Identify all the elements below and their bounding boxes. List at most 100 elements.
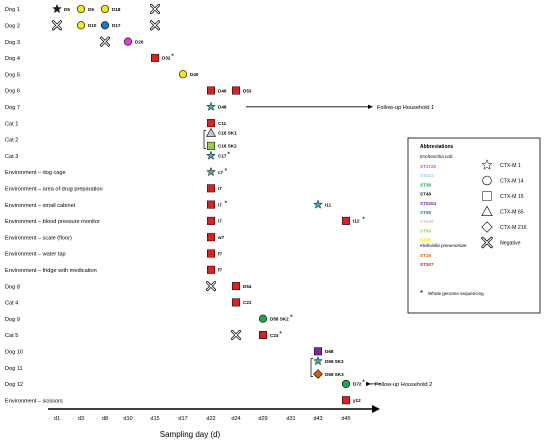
wgs-asterisk: * xyxy=(362,215,365,224)
circle-marker-icon xyxy=(258,314,268,323)
x-tick-label: d10 xyxy=(123,416,132,422)
row-label: Cat 5 xyxy=(5,333,18,339)
timeline-row: Dog 2 D10 D17 xyxy=(5,20,161,31)
wgs-asterisk: * xyxy=(171,52,174,61)
isolate-tag: D72 xyxy=(353,382,362,387)
wgs-asterisk: * xyxy=(290,313,293,322)
circle-marker-icon xyxy=(76,21,86,30)
x-tick-label: d1 xyxy=(54,416,60,422)
square-marker-icon xyxy=(207,233,215,242)
row-label: Dog 5 xyxy=(5,72,20,78)
legend-negative-cross-icon xyxy=(481,236,493,249)
timeline-row: Dog 3 D20 xyxy=(5,36,144,47)
x-tick-label: d8 xyxy=(102,416,108,422)
isolate-tag: i7 xyxy=(218,202,222,207)
row-label: Cat 2 xyxy=(5,138,18,144)
isolate-tag: D58 SK2 xyxy=(270,317,289,322)
circle-marker-icon xyxy=(100,21,110,30)
legend-square-icon xyxy=(482,191,492,201)
wgs-asterisk: * xyxy=(279,329,282,338)
isolate-tag: D69 SK3 xyxy=(325,372,344,377)
timeline-row: Cat 3 C17 * xyxy=(5,150,230,160)
timeline-row: Dog 8 D54 xyxy=(5,281,252,292)
isolate-tag: D46 xyxy=(218,88,227,93)
x-tick-label: d15 xyxy=(150,416,159,422)
circle-marker-icon xyxy=(76,4,86,14)
wgs-asterisk: * xyxy=(362,378,365,387)
legend-symbol-label: CTX-M 216 xyxy=(500,225,527,231)
x-tick-label: d22 xyxy=(206,416,215,422)
timeline-row: Cat 5 C23 * xyxy=(5,329,282,341)
wgs-asterisk: * xyxy=(224,166,227,175)
row-label: Dog 4 xyxy=(5,56,20,62)
timeline-row: Environment – scissors y12 xyxy=(5,396,361,404)
square-marker-icon xyxy=(259,331,267,339)
row-label: Cat 4 xyxy=(5,301,18,307)
x-tick-label: d31 xyxy=(286,416,295,422)
legend-ecoli-type: ST1722 xyxy=(420,164,437,169)
timeline-row: Environment – blood pressure monitor i7 i1… xyxy=(5,215,365,225)
timeline-row: Environment – scale (floor) w7 xyxy=(5,233,225,241)
isolate-tag: y12 xyxy=(353,398,361,403)
star-marker-icon xyxy=(313,199,323,209)
followup-label: Follow-up Household 1 xyxy=(377,105,434,111)
legend: Abbreviations Escherichia coli: Klebsiel… xyxy=(407,137,541,314)
legend-ecoli-title: Escherichia coli: xyxy=(420,154,454,159)
row-label: Dog 3 xyxy=(5,40,20,46)
timeline-row: Dog 6 D46 D53 xyxy=(5,86,252,95)
timeline-row: Environment – fridge with medication f7 xyxy=(5,265,223,274)
row-label: Dog 12 xyxy=(5,382,23,388)
timeline-row: Dog 11 D69 SK2 D69 SK3 xyxy=(5,355,344,379)
wgs-asterisk: * xyxy=(227,150,230,159)
negative-cross-marker-icon xyxy=(149,20,161,31)
row-label: Environment – scale (floor) xyxy=(5,235,72,241)
timeline-row: Dog 9 D58 SK2 * xyxy=(5,313,293,323)
legend-kp-title: Klebsiella pneumoniae: xyxy=(420,243,468,248)
legend-symbol-label: CTX-M 15 xyxy=(500,194,524,200)
legend-ecoli-type: ST224 xyxy=(420,173,434,178)
legend-diamond-icon xyxy=(481,221,493,233)
isolate-tag: D10 xyxy=(88,23,97,28)
legend-symbol-label: CTX-M 1 xyxy=(500,163,521,169)
isolate-tag: C23 xyxy=(270,333,279,338)
legend-box xyxy=(407,137,541,314)
isolate-bracket xyxy=(310,358,313,377)
timeline-row: Dog 5 D40 xyxy=(5,70,199,78)
row-label: Dog 2 xyxy=(5,24,20,30)
negative-cross-marker-icon xyxy=(149,3,161,15)
x-axis-label: Sampling day (d) xyxy=(160,430,221,439)
isolate-tag: C16 SK2 xyxy=(218,144,237,149)
legend-ecoli-type: ST58 xyxy=(420,210,431,215)
row-label: Environment – blood pressure monitor xyxy=(5,219,100,225)
legend-symbol-label: CTX-M 14 xyxy=(500,179,524,185)
x-axis: Sampling day (d) d1 d3 d8 d10 d15 d17 d22 d24 d2… xyxy=(48,405,380,439)
legend-circle-icon xyxy=(482,175,492,186)
row-label: Environment – water tap xyxy=(5,252,66,258)
isolate-tag: D17 xyxy=(112,23,121,28)
legend-symbol-label: CTX-M 65 xyxy=(500,210,524,216)
legend-ecoli-type: ST38 xyxy=(420,182,431,187)
x-tick-label: d29 xyxy=(258,416,267,422)
square-marker-icon xyxy=(207,86,215,95)
followup-label: Follow-up Household 2 xyxy=(375,382,432,388)
legend-ecoli-type: ST648 xyxy=(420,219,434,224)
timeline-row: Dog 12 D72 * Follow-up Household 2 xyxy=(5,378,432,388)
isolate-tag: C11 xyxy=(218,121,227,126)
isolate-tag: D68 xyxy=(325,349,334,354)
isolate-tag: D69 SK2 xyxy=(325,359,344,364)
timeline-row: Environment – area of drug preparation i7 xyxy=(5,184,222,193)
isolate-tag: D9 xyxy=(88,7,94,12)
star-marker-icon xyxy=(206,150,216,160)
isolate-tag: D48 xyxy=(218,105,227,110)
isolate-tag: C16 SK1 xyxy=(218,131,237,136)
row-label: Environment – small cabinet xyxy=(5,203,76,209)
row-label: Environment – dog cage xyxy=(5,170,66,176)
legend-ecoli-type: ST69 xyxy=(420,228,431,233)
square-marker-icon xyxy=(232,282,240,291)
timeline-row: Environment – dog cage c7 * xyxy=(5,166,227,176)
x-tick-label: d43 xyxy=(313,416,322,422)
row-label: Cat 3 xyxy=(5,154,18,160)
isolate-tag: D5 xyxy=(64,7,70,12)
square-marker-icon xyxy=(232,298,240,307)
